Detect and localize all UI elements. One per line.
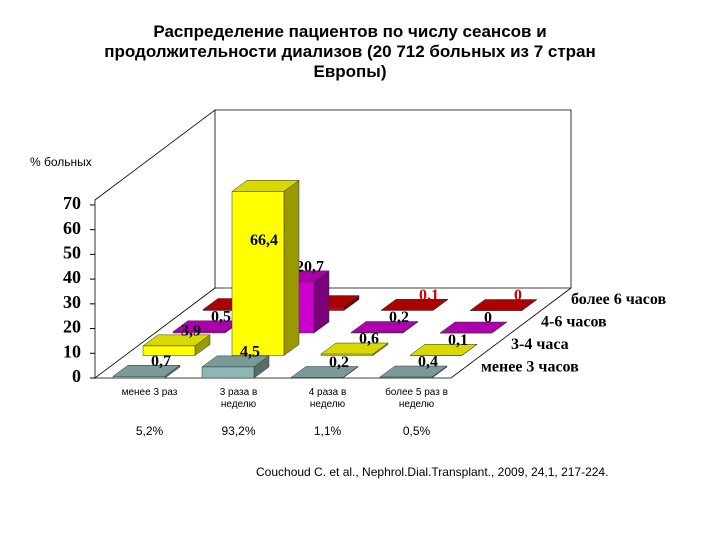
total-label: 1,1% bbox=[313, 424, 342, 438]
bar bbox=[409, 343, 478, 356]
y-tick-label: 30 bbox=[63, 292, 81, 312]
value-label: 0,4 bbox=[418, 354, 438, 371]
y-tick-label: 40 bbox=[63, 267, 81, 287]
bar-top bbox=[320, 342, 389, 355]
bar-top bbox=[350, 321, 419, 333]
source: Couchoud C. et al., Nephrol.Dial.Transpl… bbox=[256, 465, 609, 479]
legend-label: 4-6 часов bbox=[541, 314, 607, 331]
x-tick-label: 3 раза в неделю bbox=[219, 387, 258, 410]
bar bbox=[320, 342, 389, 356]
bar-front bbox=[201, 366, 255, 379]
value-label: 0 bbox=[484, 310, 492, 327]
value-label: 0,2 bbox=[329, 354, 349, 371]
value-label: 66,4 bbox=[250, 232, 278, 249]
bar bbox=[112, 364, 181, 379]
y-tick-label: 20 bbox=[63, 317, 81, 337]
bar bbox=[469, 299, 538, 311]
value-label: 0,7 bbox=[151, 353, 171, 370]
bar bbox=[439, 321, 508, 334]
value-label: 0,2 bbox=[389, 309, 409, 326]
bar bbox=[379, 365, 448, 379]
legend-label: менее 3 часов bbox=[481, 359, 579, 376]
bar-top bbox=[112, 365, 181, 377]
y-axis-label: % больных bbox=[30, 155, 92, 169]
bar-top bbox=[379, 365, 448, 378]
y-tick-label: 60 bbox=[63, 218, 81, 238]
bar bbox=[142, 334, 211, 356]
bar bbox=[231, 179, 300, 356]
value-label: 0 bbox=[514, 287, 522, 304]
bar-front bbox=[231, 191, 285, 356]
bar-top bbox=[409, 344, 478, 356]
y-tick-label: 10 bbox=[63, 341, 81, 361]
value-label: 0,5 bbox=[211, 308, 231, 325]
x-tick-label: менее 3 раз bbox=[121, 387, 178, 398]
bar-top bbox=[201, 355, 270, 368]
bar-top bbox=[469, 299, 538, 311]
value-label: 0,1 bbox=[419, 287, 439, 304]
bar-front bbox=[112, 376, 166, 379]
bar bbox=[350, 321, 419, 334]
y-tick-label: 0 bbox=[72, 366, 81, 386]
bar bbox=[201, 355, 270, 379]
value-label: 20,7 bbox=[296, 258, 324, 275]
y-tick-label: 50 bbox=[63, 243, 81, 263]
bar-top bbox=[380, 299, 449, 311]
total-label: 5,2% bbox=[135, 424, 164, 438]
bar bbox=[380, 298, 449, 311]
value-label: 0,1 bbox=[448, 332, 468, 349]
bar bbox=[290, 366, 359, 379]
bar-side bbox=[283, 179, 300, 356]
legend-label: 3-4 часа bbox=[511, 336, 569, 353]
bar-top bbox=[231, 180, 300, 192]
bar-top bbox=[439, 321, 508, 334]
total-label: 93,2% bbox=[221, 424, 256, 438]
total-label: 0,5% bbox=[402, 424, 431, 438]
x-tick-label: 4 раза в неделю bbox=[308, 387, 347, 410]
chart-title: Распределение пациентов по числу сеансов… bbox=[104, 22, 596, 81]
x-tick-label: более 5 раз в неделю bbox=[385, 387, 448, 410]
value-label: 4,5 bbox=[240, 344, 260, 361]
bar-top bbox=[142, 334, 211, 347]
bar-top bbox=[290, 366, 359, 378]
y-tick-label: 70 bbox=[63, 193, 81, 213]
value-label: 0,6 bbox=[359, 331, 379, 348]
legend-label: более 6 часов bbox=[571, 291, 666, 308]
value-label: 3,9 bbox=[181, 323, 201, 340]
